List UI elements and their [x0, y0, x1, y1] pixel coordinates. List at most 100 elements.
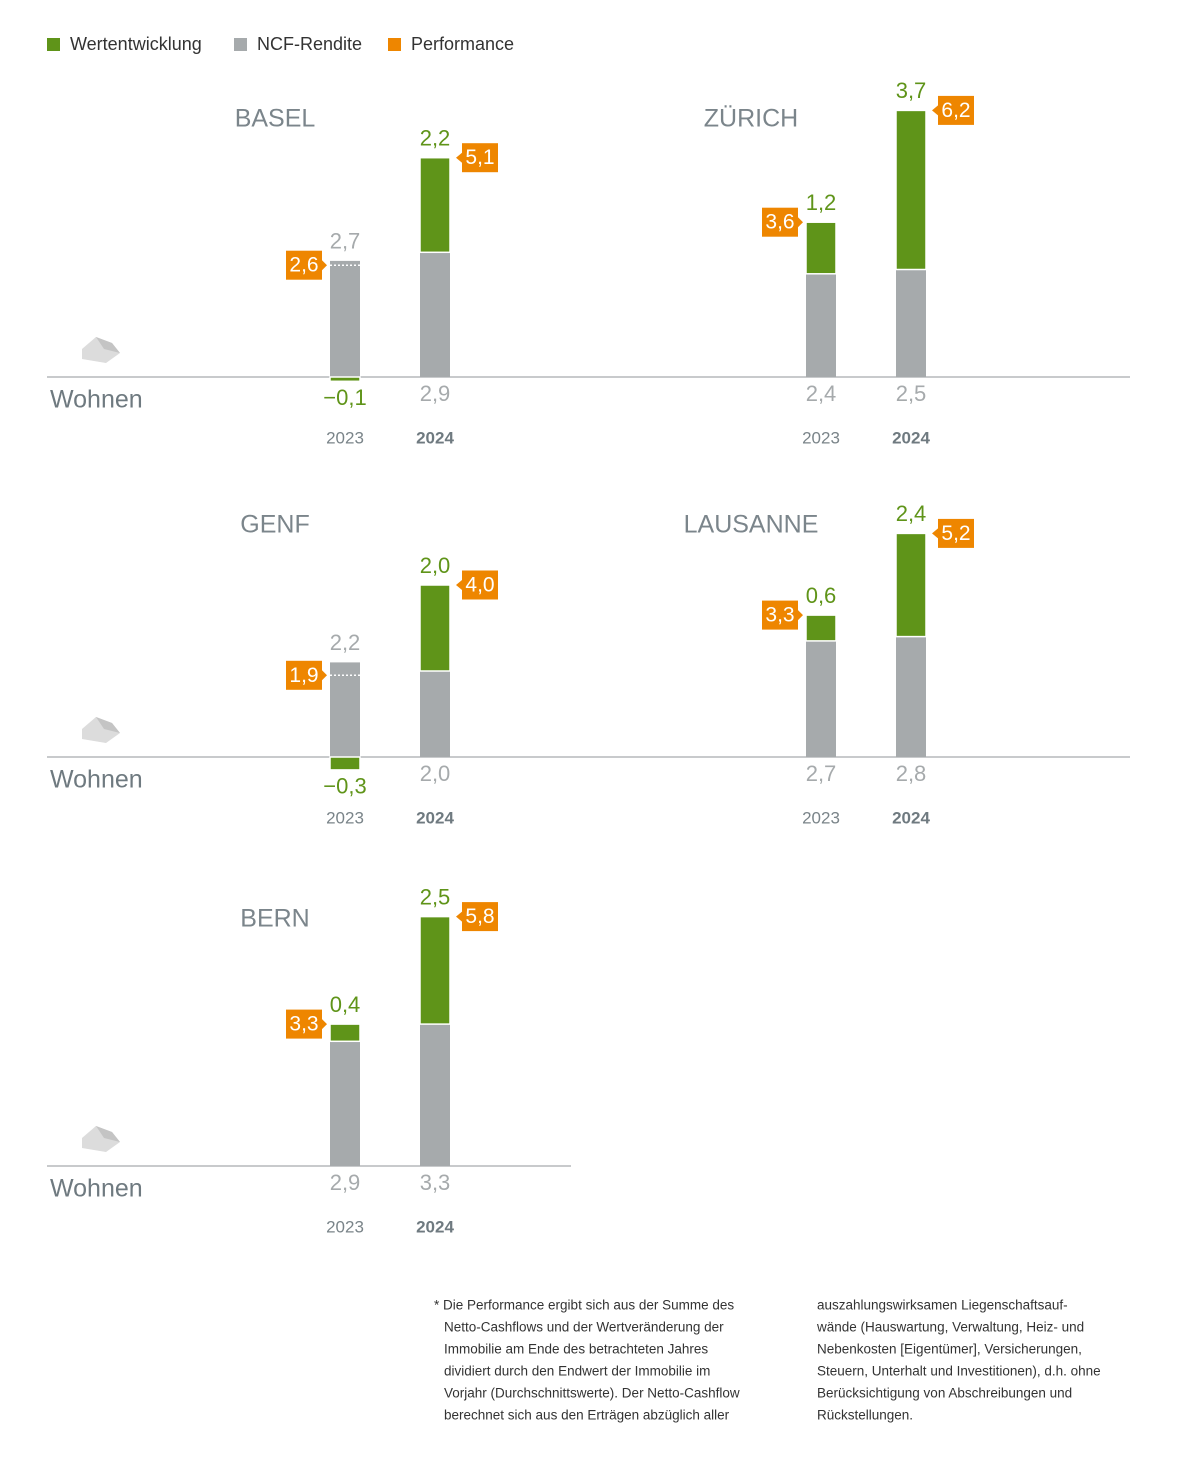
performance-pointer — [456, 580, 462, 590]
year-label: 2024 — [416, 808, 454, 827]
footnote-line: Rückstellungen. — [817, 1408, 913, 1423]
performance-label: 3,3 — [765, 604, 794, 627]
performance-box — [938, 95, 974, 125]
bar-segment — [420, 1024, 450, 1166]
value-label: 0,6 — [806, 583, 837, 608]
performance-pointer — [798, 217, 803, 228]
footnote-line: Immobilie am Ende des betrachteten Jahre… — [444, 1342, 708, 1357]
value-label: 2,9 — [330, 1170, 361, 1195]
performance-label: 2,6 — [289, 254, 318, 277]
panel-title: BERN — [240, 905, 309, 933]
year-label: 2024 — [892, 428, 930, 447]
bar-segment — [419, 915, 451, 1025]
year-label: 2023 — [802, 808, 840, 827]
bar-segment — [329, 1023, 361, 1043]
footnote-line: Berücksichtigung von Abschreibungen und — [817, 1386, 1072, 1401]
performance-box — [762, 600, 798, 630]
bar-segment — [806, 640, 836, 757]
value-label: 2,5 — [420, 884, 451, 909]
performance-pointer — [322, 670, 327, 681]
row-label: Wohnen — [50, 386, 143, 414]
footnote-line: Netto-Cashflows und der Wertveränderung … — [444, 1320, 724, 1335]
value-label: 2,2 — [420, 126, 451, 151]
performance-box — [938, 518, 974, 548]
value-label: 2,7 — [806, 761, 837, 786]
bar-segment — [806, 273, 836, 377]
footnote-line: * Die Performance ergibt sich aus der Su… — [434, 1298, 734, 1313]
legend-swatch — [47, 38, 60, 51]
legend-swatch — [388, 38, 401, 51]
performance-pointer — [456, 152, 462, 163]
bar-segment — [330, 662, 360, 757]
performance-pointer — [932, 528, 938, 539]
performance-label: 1,9 — [289, 664, 318, 687]
footnote-line: berechnet sich aus den Erträgen abzüglic… — [444, 1408, 730, 1423]
legend-swatch — [234, 38, 247, 51]
year-label: 2023 — [802, 428, 840, 447]
panel-title: LAUSANNE — [684, 511, 819, 539]
panel-title: BASEL — [235, 105, 316, 133]
performance-label: 4,0 — [465, 574, 494, 597]
performance-pointer — [798, 610, 803, 621]
value-label: 2,0 — [420, 761, 451, 786]
footnote-line: Nebenkosten [Eigentümer], Versicherungen… — [817, 1342, 1082, 1357]
year-label: 2024 — [892, 808, 930, 827]
bar-segment — [420, 671, 450, 757]
value-label: 2,8 — [896, 761, 927, 786]
performance-box — [462, 143, 498, 173]
performance-pointer — [322, 260, 327, 271]
panel-title: ZÜRICH — [704, 105, 798, 133]
performance-box — [286, 250, 322, 280]
year-label: 2023 — [326, 1217, 364, 1236]
bar-segment — [419, 156, 451, 254]
value-label: 2,5 — [896, 381, 927, 406]
row-label: Wohnen — [50, 766, 143, 794]
performance-box — [462, 902, 498, 932]
row-label: Wohnen — [50, 1175, 143, 1203]
performance-label: 3,6 — [765, 211, 794, 234]
house-icon — [96, 1126, 120, 1142]
value-label: −0,1 — [323, 385, 366, 410]
performance-box — [462, 570, 498, 600]
value-label: 2,0 — [420, 553, 451, 578]
bar-segment — [896, 269, 926, 377]
value-label: 2,4 — [896, 501, 927, 526]
bar-segment — [419, 584, 451, 672]
year-label: 2024 — [416, 428, 454, 447]
bar-segment — [420, 252, 450, 377]
performance-box — [286, 1009, 322, 1039]
bar-segment — [896, 636, 926, 757]
bar-segment — [330, 1041, 360, 1166]
value-label: 0,4 — [330, 992, 361, 1017]
legend-label: Performance — [411, 34, 514, 54]
performance-label: 6,2 — [941, 99, 970, 122]
bar-segment — [895, 532, 927, 638]
legend-label: Wertentwicklung — [70, 34, 202, 54]
bar-segment — [329, 756, 361, 771]
value-label: 2,4 — [806, 381, 837, 406]
value-label: 3,7 — [896, 78, 927, 103]
footnote-line: Vorjahr (Durchschnittswerte). Der Netto-… — [444, 1386, 740, 1401]
footnote-line: wände (Hauswartung, Verwaltung, Heiz- un… — [816, 1320, 1084, 1335]
house-icon — [96, 337, 120, 353]
performance-label: 5,8 — [465, 905, 494, 928]
performance-label: 5,1 — [465, 146, 494, 169]
value-label: 2,7 — [330, 229, 361, 254]
value-label: −0,3 — [323, 774, 366, 799]
performance-pointer — [456, 911, 462, 922]
bar-segment — [329, 376, 361, 383]
panel-title: GENF — [240, 511, 309, 539]
performance-box — [762, 207, 798, 237]
bar-segment — [895, 109, 927, 271]
year-label: 2024 — [416, 1217, 454, 1236]
bar-segment — [330, 260, 360, 377]
performance-label: 3,3 — [289, 1013, 318, 1036]
performance-label: 5,2 — [941, 522, 970, 545]
value-label: 1,2 — [806, 190, 837, 215]
performance-box — [286, 660, 322, 690]
bar-segment — [805, 221, 837, 275]
value-label: 2,2 — [330, 630, 361, 655]
value-label: 3,3 — [420, 1170, 451, 1195]
performance-pointer — [932, 105, 938, 116]
